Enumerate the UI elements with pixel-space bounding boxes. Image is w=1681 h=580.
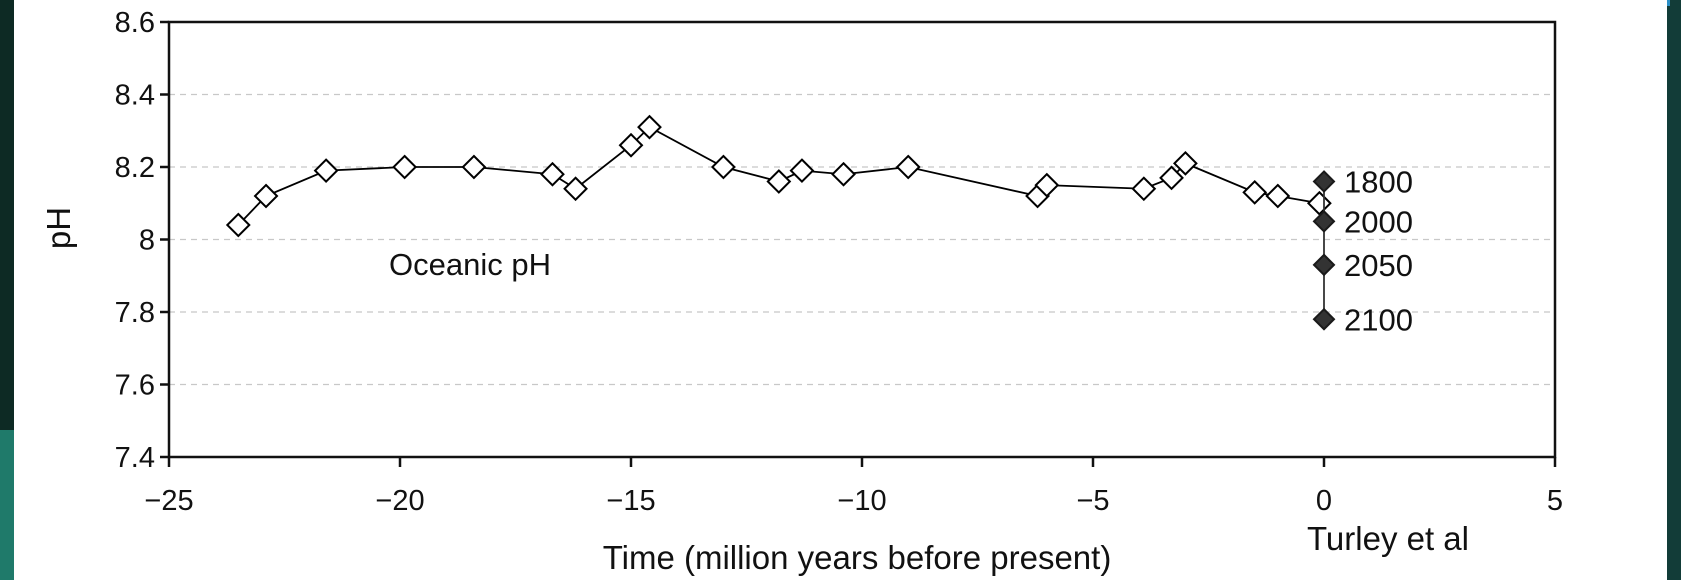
- y-tick-label: 7.6: [115, 370, 155, 402]
- data-point: [392, 154, 418, 180]
- projection-point: [1312, 253, 1336, 277]
- projection-point: [1312, 209, 1336, 233]
- series-layer: [225, 114, 1336, 331]
- data-point: [710, 154, 736, 180]
- data-point: [540, 161, 565, 187]
- data-label: 2050: [1344, 248, 1413, 283]
- y-tick-label: 7.4: [115, 442, 155, 474]
- data-point: [313, 158, 339, 184]
- y-tick-label: 8: [139, 225, 155, 257]
- axis-ticks: 7.4 7.6 7.8 8 8.2 8.4 8.6 −25 −20 −15 −10 −5 0 5: [115, 7, 1563, 517]
- data-point: [1265, 183, 1291, 209]
- data-point: [1034, 172, 1060, 198]
- label-layer: 1800 2000 2050 2100: [1344, 165, 1413, 338]
- data-point: [1159, 165, 1184, 191]
- x-axis-title: Time (million years before present): [603, 539, 1112, 576]
- data-point: [253, 183, 279, 209]
- credit-text: Turley et al: [1307, 520, 1469, 557]
- data-label: 2100: [1344, 302, 1413, 337]
- data-point: [563, 176, 588, 202]
- y-tick-label: 8.6: [115, 7, 155, 39]
- projection-point: [1312, 307, 1336, 331]
- data-point: [618, 132, 644, 158]
- annotation-text: Oceanic pH: [389, 247, 551, 282]
- x-tick-label: −15: [606, 485, 655, 517]
- x-tick-label: 0: [1316, 485, 1332, 517]
- data-point: [1242, 179, 1268, 205]
- x-tick-label: −25: [144, 485, 193, 517]
- data-point: [1306, 190, 1332, 216]
- grid-lines: [169, 93, 1555, 386]
- x-tick-label: 5: [1547, 485, 1563, 517]
- projection-point: [1312, 170, 1336, 193]
- y-tick-label: 7.8: [115, 297, 155, 329]
- data-point: [766, 169, 792, 194]
- data-label: 2000: [1344, 204, 1413, 239]
- data-point: [1131, 176, 1157, 202]
- ph-chart: 7.4 7.6 7.8 8 8.2 8.4 8.6 −25 −20 −15 −10 −5 0 5 1800…: [40, 7, 1563, 576]
- x-tick-label: −5: [1076, 485, 1109, 517]
- y-axis-title: pH: [40, 207, 77, 249]
- x-tick-label: −10: [837, 485, 886, 517]
- data-point: [637, 114, 662, 140]
- data-point: [461, 154, 487, 180]
- data-point: [895, 154, 921, 180]
- data-point: [225, 212, 251, 238]
- chart-panel: 7.4 7.6 7.8 8 8.2 8.4 8.6 −25 −20 −15 −10 −5 0 5 1800…: [14, 0, 1667, 580]
- series-line-0: [237, 126, 1320, 226]
- data-point: [831, 161, 856, 187]
- data-point: [1172, 150, 1198, 176]
- data-point: [789, 158, 815, 184]
- y-tick-label: 8.4: [115, 80, 155, 112]
- y-tick-label: 8.2: [115, 152, 155, 184]
- x-tick-label: −20: [375, 485, 424, 517]
- data-label: 1800: [1344, 165, 1413, 200]
